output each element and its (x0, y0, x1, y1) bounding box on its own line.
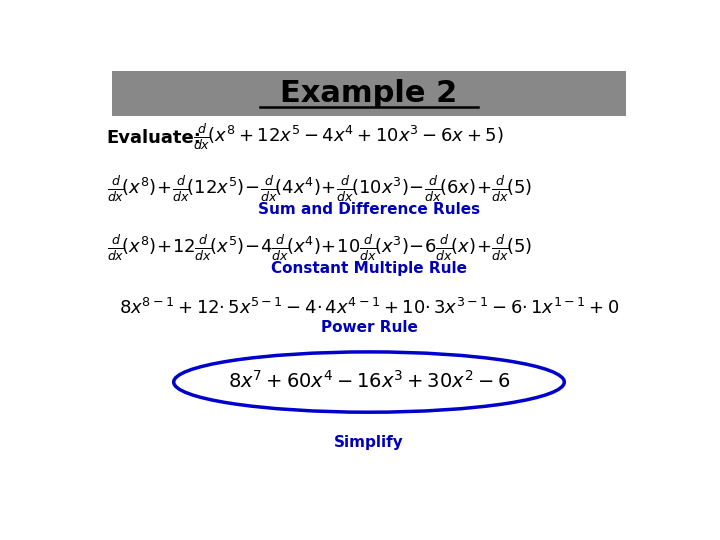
Text: Sum and Difference Rules: Sum and Difference Rules (258, 201, 480, 217)
Text: Example 2: Example 2 (280, 79, 458, 107)
FancyBboxPatch shape (112, 71, 626, 116)
Text: $\frac{d}{dx}\!\left(x^{8}+12x^{5}-4x^{4}+10x^{3}-6x+5\right)$: $\frac{d}{dx}\!\left(x^{8}+12x^{5}-4x^{4… (193, 123, 504, 152)
Text: Simplify: Simplify (334, 435, 404, 450)
Text: Evaluate:: Evaluate: (107, 129, 202, 146)
Text: Power Rule: Power Rule (320, 320, 418, 335)
Text: $\frac{d}{dx}\!\left(x^{8}\right)\!+\!12\frac{d}{dx}\!\left(x^{5}\right)\!-\!4\f: $\frac{d}{dx}\!\left(x^{8}\right)\!+\!12… (107, 233, 532, 262)
Text: $8x^{7}+60x^{4}-16x^{3}+30x^{2}-6$: $8x^{7}+60x^{4}-16x^{3}+30x^{2}-6$ (228, 370, 510, 392)
Text: $\frac{d}{dx}\!\left(x^{8}\right)\!+\!\frac{d}{dx}\!\left(12x^{5}\right)\!-\!\fr: $\frac{d}{dx}\!\left(x^{8}\right)\!+\!\f… (107, 175, 532, 204)
Text: $8x^{8-1}+12{\cdot}\,5x^{5-1}-4{\cdot}\,4x^{4-1}+10{\cdot}\,3x^{3-1}-6{\cdot}\,1: $8x^{8-1}+12{\cdot}\,5x^{5-1}-4{\cdot}\,… (119, 298, 619, 318)
Text: Constant Multiple Rule: Constant Multiple Rule (271, 261, 467, 276)
